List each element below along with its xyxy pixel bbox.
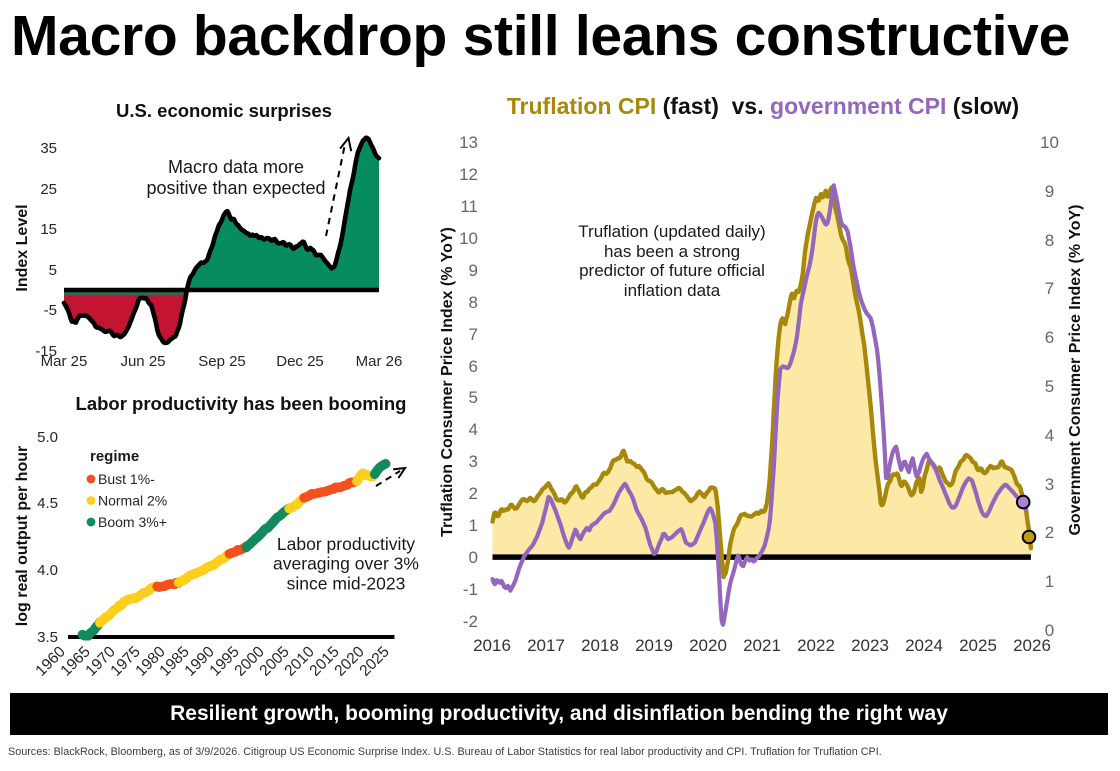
svg-text:positive than expected: positive than expected <box>146 178 325 198</box>
svg-text:Sep 25: Sep 25 <box>198 353 246 370</box>
svg-text:2017: 2017 <box>527 636 565 655</box>
svg-text:2025: 2025 <box>959 636 997 655</box>
svg-text:2020: 2020 <box>689 636 727 655</box>
svg-text:Mar 26: Mar 26 <box>356 353 403 370</box>
svg-text:Mar 25: Mar 25 <box>41 353 88 370</box>
svg-text:Index Level: Index Level <box>14 204 31 291</box>
svg-text:2: 2 <box>1045 523 1054 542</box>
svg-text:4.0: 4.0 <box>37 562 58 579</box>
svg-text:6: 6 <box>469 357 478 376</box>
svg-text:4: 4 <box>1045 426 1054 445</box>
svg-text:1: 1 <box>1045 572 1054 591</box>
svg-text:5.0: 5.0 <box>37 429 58 446</box>
svg-text:7: 7 <box>1045 279 1054 298</box>
svg-text:Truflation Consumer Price Inde: Truflation Consumer Price Index (% YoY) <box>439 227 456 537</box>
svg-text:5: 5 <box>49 262 57 279</box>
svg-text:2023: 2023 <box>851 636 889 655</box>
svg-text:2018: 2018 <box>581 636 619 655</box>
svg-text:4: 4 <box>469 420 478 439</box>
svg-text:Boom 3%+: Boom 3%+ <box>98 514 167 530</box>
svg-text:5: 5 <box>469 388 478 407</box>
svg-text:3: 3 <box>1045 475 1054 494</box>
svg-text:2021: 2021 <box>743 636 781 655</box>
svg-text:-1: -1 <box>463 580 478 599</box>
svg-text:2016: 2016 <box>473 636 511 655</box>
svg-text:9: 9 <box>1045 182 1054 201</box>
svg-text:-5: -5 <box>44 302 57 319</box>
svg-text:8: 8 <box>469 293 478 312</box>
svg-text:11: 11 <box>460 197 478 216</box>
svg-text:10: 10 <box>1040 133 1059 152</box>
svg-text:3: 3 <box>469 452 478 471</box>
svg-text:0: 0 <box>469 548 478 567</box>
svg-text:35: 35 <box>40 140 57 157</box>
svg-text:25: 25 <box>40 181 57 198</box>
svg-text:7: 7 <box>469 325 478 344</box>
svg-text:Jun 25: Jun 25 <box>120 353 165 370</box>
svg-text:Labor productivity has been bo: Labor productivity has been booming <box>76 393 407 414</box>
svg-text:2: 2 <box>469 484 478 503</box>
svg-text:10: 10 <box>459 229 478 248</box>
svg-text:15: 15 <box>40 221 57 238</box>
svg-text:averaging over 3%: averaging over 3% <box>273 554 419 574</box>
svg-text:log real output per hour: log real output per hour <box>14 446 31 626</box>
svg-text:5: 5 <box>1045 377 1054 396</box>
svg-text:3.5: 3.5 <box>37 629 58 646</box>
svg-text:13: 13 <box>459 133 478 152</box>
svg-text:0: 0 <box>1045 621 1054 640</box>
svg-text:Bust 1%-: Bust 1%- <box>98 471 155 487</box>
svg-text:Dec 25: Dec 25 <box>276 353 324 370</box>
svg-text:has been a strong: has been a strong <box>604 242 740 261</box>
svg-text:4.5: 4.5 <box>37 495 58 512</box>
svg-text:predictor of future official: predictor of future official <box>579 261 765 280</box>
svg-text:2022: 2022 <box>797 636 835 655</box>
svg-text:Government Consumer Price Inde: Government Consumer Price Index (% YoY) <box>1067 204 1084 535</box>
svg-text:Labor productivity: Labor productivity <box>277 534 415 554</box>
svg-text:inflation data: inflation data <box>624 281 721 300</box>
svg-text:2019: 2019 <box>635 636 673 655</box>
svg-text:since mid-2023: since mid-2023 <box>287 573 406 593</box>
svg-text:U.S. economic surprises: U.S. economic surprises <box>116 100 332 121</box>
svg-text:Truflation CPI (fast) vs. gov: Truflation CPI (fast) vs. government CPI… <box>507 93 1019 119</box>
svg-text:12: 12 <box>459 165 478 184</box>
svg-text:6: 6 <box>1045 328 1054 347</box>
svg-text:Macro data more: Macro data more <box>168 157 304 177</box>
svg-text:Truflation (updated daily): Truflation (updated daily) <box>578 222 765 241</box>
svg-text:2026: 2026 <box>1013 636 1051 655</box>
svg-text:Normal 2%: Normal 2% <box>98 493 167 509</box>
svg-text:2024: 2024 <box>905 636 943 655</box>
svg-text:1: 1 <box>469 516 478 535</box>
svg-text:9: 9 <box>469 261 478 280</box>
svg-text:regime: regime <box>90 448 139 465</box>
svg-text:-2: -2 <box>463 612 478 631</box>
svg-text:-15: -15 <box>35 343 57 360</box>
svg-text:8: 8 <box>1045 231 1054 250</box>
svg-text:2025: 2025 <box>356 643 392 679</box>
